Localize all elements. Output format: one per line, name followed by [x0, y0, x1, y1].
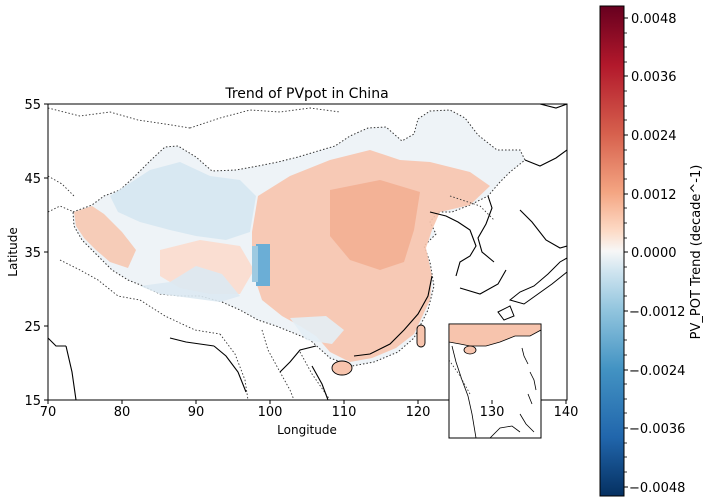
x-axis-label: Longitude [277, 423, 337, 437]
colorbar-tick: 0.0000 [624, 246, 677, 261]
x-tick: 70 [40, 400, 57, 420]
colorbar-label: PV_POT Trend (decade^-1) [689, 165, 704, 340]
x-tick-label: 90 [188, 405, 205, 420]
x-tick: 140 [554, 400, 579, 420]
colorbar-tick-label: 0.0012 [631, 188, 677, 203]
x-tick: 110 [332, 400, 357, 420]
y-tick-label: 55 [24, 98, 41, 113]
island-taiwan [416, 324, 426, 348]
y-tick: 25 [24, 320, 48, 335]
colorbar-tick: −0.0012 [624, 305, 685, 320]
positive-trend-core [330, 180, 420, 270]
y-tick: 55 [24, 98, 48, 113]
colorbar-tick: 0.0012 [624, 188, 677, 203]
y-tick: 45 [24, 172, 48, 187]
x-tick-label: 130 [480, 405, 505, 420]
inset-landmass [449, 324, 541, 347]
positive-trend-west [74, 206, 136, 268]
south-china-sea-inset [448, 323, 542, 439]
colorbar-gradient [599, 5, 625, 497]
x-tick: 100 [258, 400, 283, 420]
x-tick-label: 120 [406, 405, 431, 420]
x-tick-label: 140 [554, 405, 579, 420]
negative-trend-hotspot [256, 244, 270, 286]
y-tick-label: 45 [24, 172, 41, 187]
negative-trend-tibet [140, 266, 240, 302]
trend-field [72, 109, 526, 376]
map-panel [48, 104, 567, 400]
colorbar-tick: 0.0048 [624, 12, 677, 27]
colorbar-tick-label: −0.0024 [629, 364, 685, 379]
y-axis: 55 45 35 25 15 Latitude [6, 98, 48, 409]
colorbar-tick-label: 0.0048 [631, 12, 677, 27]
inset-hainan [463, 345, 477, 355]
x-tick: 130 [480, 400, 505, 420]
x-tick: 90 [188, 400, 205, 420]
y-tick-label: 15 [24, 394, 41, 409]
y-tick-label: 35 [24, 246, 41, 261]
map-title: Trend of PVpot in China [224, 86, 388, 102]
x-tick-label: 70 [40, 405, 57, 420]
x-tick-label: 100 [258, 405, 283, 420]
coastlines [48, 104, 567, 400]
x-tick: 80 [114, 400, 131, 420]
colorbar-tick-label: −0.0012 [629, 305, 685, 320]
y-tick-label: 25 [24, 320, 41, 335]
x-tick: 120 [406, 400, 431, 420]
inset-islands [519, 347, 537, 433]
colorbar-tick-label: −0.0036 [629, 422, 685, 437]
colorbar-tick: 0.0024 [624, 129, 677, 144]
x-tick-label: 110 [332, 405, 357, 420]
negative-trend-south [290, 316, 344, 344]
island-hainan [331, 360, 353, 376]
y-tick: 35 [24, 246, 48, 261]
x-tick-label: 80 [114, 405, 131, 420]
inset-coastline-west [451, 345, 477, 438]
colorbar-tick: −0.0036 [624, 422, 685, 437]
colorbar-tick: 0.0036 [624, 70, 677, 85]
colorbar-tick-label: 0.0000 [631, 246, 677, 261]
colorbar-minor-ticks [624, 32, 627, 473]
colorbar: 0.0048 0.0036 0.0024 0.0012 0.0000 −0.00… [599, 5, 704, 497]
y-tick: 15 [24, 394, 48, 409]
inset-borneo [489, 425, 521, 438]
colorbar-tick: −0.0024 [624, 364, 685, 379]
japan-islands [497, 257, 567, 321]
x-axis: 70 80 90 100 110 120 130 140 L [40, 400, 579, 437]
y-axis-label: Latitude [6, 227, 20, 276]
negative-trend-hotspot-edge [252, 246, 258, 282]
colorbar-tick-label: 0.0036 [631, 70, 677, 85]
colorbar-tick-label: 0.0024 [631, 129, 677, 144]
colorbar-tick-label: −0.0048 [629, 481, 685, 496]
colorbar-tick: −0.0048 [624, 481, 685, 496]
negative-trend-xinjiang [110, 162, 256, 240]
